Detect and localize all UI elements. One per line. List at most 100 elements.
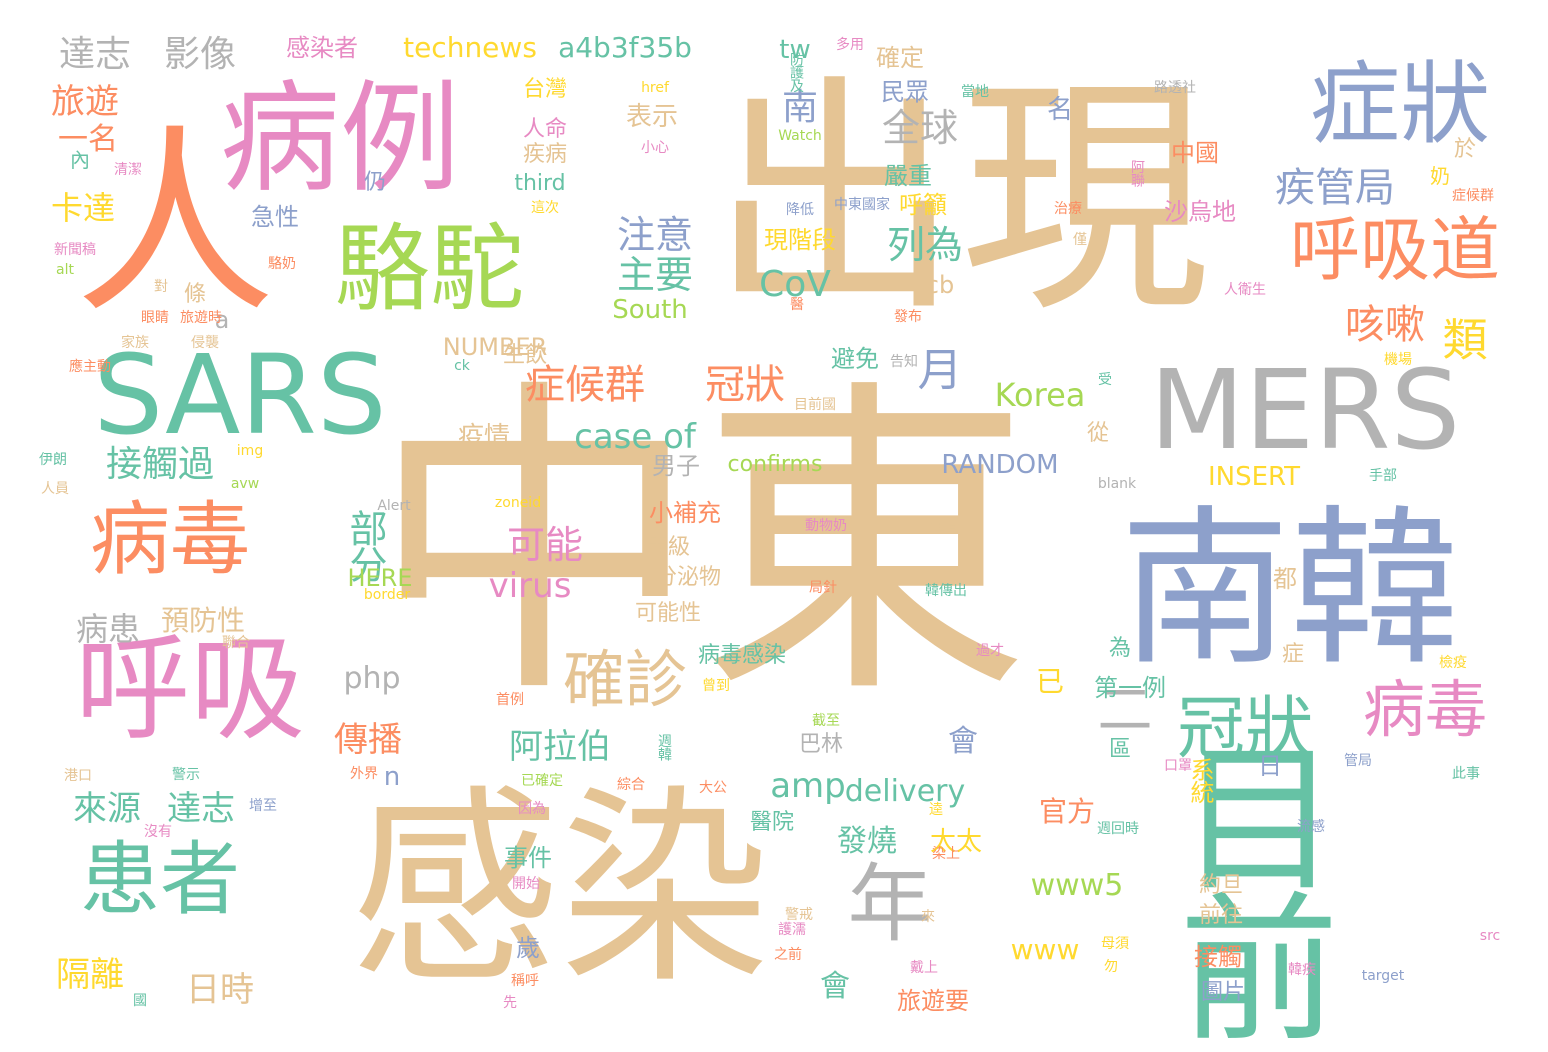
cloud-word: 台灣 [522, 77, 568, 102]
cloud-word: 染上 [932, 846, 960, 862]
cloud-word: 生飲 [502, 343, 548, 368]
cloud-word: 症 [1281, 642, 1305, 667]
cloud-word: 稱呼 [511, 973, 539, 989]
cloud-word: 系統 [1186, 757, 1214, 803]
cloud-word: 這次 [531, 200, 559, 216]
cloud-word: 發布 [894, 309, 922, 325]
cloud-word: blank [1097, 476, 1137, 492]
cloud-word: 旅遊時 [180, 310, 222, 326]
cloud-word: alt [56, 262, 74, 278]
cloud-word: 旅遊 [51, 82, 119, 122]
cloud-word: CoV [759, 264, 831, 305]
cloud-word: 急性 [251, 203, 299, 231]
cloud-word: n [383, 762, 401, 792]
cloud-word: 中東國家 [834, 197, 890, 213]
cloud-word: 過才 [976, 643, 1004, 659]
cloud-word: 冠狀 [1176, 690, 1314, 769]
cloud-word: virus [488, 566, 572, 606]
cloud-word: 年 [847, 855, 933, 955]
cloud-word: tw [779, 35, 811, 65]
cloud-word: 戴上 [910, 960, 938, 976]
cloud-word: 預防性 [160, 604, 246, 637]
cloud-word: 因為 [518, 801, 546, 817]
cloud-word: 接觸 [1194, 943, 1242, 971]
cloud-word: 仍 [363, 170, 387, 195]
cloud-word: 等級 [645, 535, 691, 560]
cloud-word: cb [925, 271, 955, 299]
cloud-word: 僅有 [931, 518, 959, 534]
cloud-word: 疫情 [457, 422, 511, 452]
cloud-word: 月 [917, 343, 963, 397]
cloud-word: 呼籲 [899, 191, 947, 219]
cloud-word: 清潔 [114, 162, 142, 178]
cloud-word: 對 [154, 279, 168, 295]
cloud-word: 內 [70, 148, 90, 172]
cloud-word: 達志 [58, 34, 132, 75]
cloud-word: 從 [1086, 421, 1110, 446]
cloud-word: technews [403, 31, 537, 64]
cloud-word: 之前 [774, 947, 802, 963]
cloud-word: 曾到 [702, 678, 730, 694]
cloud-word: 截至 [812, 713, 840, 729]
cloud-word: 確定 [876, 44, 924, 72]
cloud-word: 多用 [836, 37, 864, 53]
cloud-word: 已 [1035, 665, 1065, 698]
cloud-word: 先 [503, 995, 517, 1011]
cloud-word: 手部 [1369, 468, 1397, 484]
cloud-word: 可能性 [634, 601, 702, 626]
cloud-word: 逵 [929, 802, 943, 818]
cloud-word: 眼睛 [141, 310, 169, 326]
cloud-word: 日時 [186, 970, 254, 1010]
cloud-word: href [641, 80, 669, 96]
cloud-word: 首例 [496, 692, 524, 708]
cloud-word: 人命 [522, 117, 568, 142]
cloud-word: a4b3f35b [558, 31, 692, 64]
cloud-word: 外界 [350, 766, 378, 782]
cloud-word: 冠狀 [705, 362, 785, 408]
cloud-word: 發燒 [837, 824, 897, 859]
cloud-word: South [612, 295, 688, 325]
cloud-word: 警示 [172, 767, 200, 783]
cloud-word: 僅 [1073, 232, 1087, 248]
cloud-word: 路透社 [1154, 80, 1196, 96]
cloud-word: 大公 [699, 780, 727, 796]
cloud-word: 病毒 [90, 493, 250, 586]
cloud-word: Korea [994, 376, 1086, 414]
cloud-word: 圖片 [1200, 980, 1246, 1005]
cloud-word: 症候群 [1452, 188, 1494, 204]
cloud-word: 歲 [516, 934, 540, 962]
cloud-word: 二 [1097, 677, 1153, 742]
cloud-word: 表示 [625, 102, 679, 132]
cloud-word: www5 [1030, 868, 1124, 903]
cloud-word: 呼吸 [74, 622, 306, 757]
cloud-word: 管局 [1344, 753, 1372, 769]
cloud-word: 沒有 [144, 824, 172, 840]
cloud-word: 動物奶 [805, 518, 847, 534]
cloud-word: 目前國 [794, 397, 836, 413]
cloud-word: 週回時 [1097, 821, 1139, 837]
cloud-word: 增至 [249, 798, 277, 814]
cloud-word: 症狀 [1310, 52, 1490, 157]
cloud-word: 來源 [73, 789, 141, 829]
cloud-word: zoneid [494, 495, 542, 511]
cloud-word: 駱奶 [268, 256, 296, 272]
cloud-word: 防護及 [788, 52, 804, 92]
cloud-word: 中東 [370, 353, 1030, 737]
cloud-word: 避免 [831, 345, 879, 373]
cloud-word: 醫院 [749, 810, 795, 835]
cloud-word: Watch [778, 128, 822, 144]
cloud-word: 達志 [167, 789, 235, 829]
cloud-word: 來 [921, 909, 935, 925]
cloud-word: 綜合 [617, 777, 645, 793]
cloud-word: RANDOM [941, 450, 1059, 480]
cloud-word: 已確定 [521, 773, 563, 789]
cloud-word: 隔離 [56, 955, 124, 995]
cloud-word: php [343, 661, 401, 696]
cloud-word: 疾病 [522, 142, 568, 167]
cloud-word: 小補充 [649, 499, 721, 527]
cloud-word: 分泌物 [654, 565, 722, 590]
cloud-word: 聯合 [222, 635, 250, 651]
cloud-word: 伊朗 [39, 452, 67, 468]
cloud-word: 現階段 [764, 226, 836, 254]
